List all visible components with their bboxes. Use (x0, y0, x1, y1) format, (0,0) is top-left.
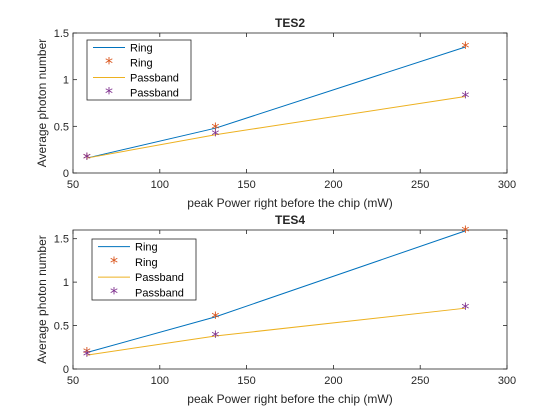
y-tick-label: 1 (63, 277, 69, 289)
series-marker-3: * (461, 299, 469, 318)
series-line-0 (86, 230, 466, 353)
legend-entry-label: Passband (130, 88, 179, 100)
chart-panel-tes2: 50 100 150 200 250 300 0 0.5 1 1.5 TES2 peak Power … (35, 16, 516, 210)
y-axis-label: Average photon number (35, 39, 49, 168)
series-marker-1: * (461, 222, 469, 241)
series-line-0 (86, 46, 466, 159)
y-tick-label: 0 (63, 168, 69, 180)
series-marker-1: * (211, 119, 219, 138)
y-tick-label: 1.5 (54, 234, 69, 246)
x-tick-label: 100 (151, 375, 169, 387)
x-tick-label: 150 (237, 375, 255, 387)
y-tick-label: 0.5 (54, 321, 69, 333)
legend-box (91, 238, 197, 301)
legend-swatch-marker: * (105, 54, 113, 73)
series-line-2 (86, 307, 466, 356)
x-tick-label: 250 (411, 375, 429, 387)
series-marker-3: * (461, 87, 469, 106)
x-tick-label: 200 (324, 375, 342, 387)
y-tick-label: 1 (63, 75, 69, 87)
legend-box (86, 39, 192, 101)
x-axis-label: peak Power right before the chip (mW) (187, 196, 392, 210)
legend-entry-label: Ring (130, 43, 153, 55)
x-tick-label: 250 (411, 179, 429, 191)
legend-entry-label: Ring (135, 242, 158, 254)
series-marker-3: * (83, 149, 91, 168)
y-tick-label: 0 (63, 364, 69, 376)
x-tick-label: 200 (324, 179, 342, 191)
x-tick-label: 50 (67, 179, 79, 191)
legend-entry-label: Ring (135, 257, 158, 269)
chart-title: TES4 (275, 213, 305, 227)
series-marker-1: * (83, 149, 91, 168)
series-marker-1: * (83, 343, 91, 362)
series-marker-3: * (211, 327, 219, 346)
series-marker-3: * (211, 126, 219, 145)
legend-entry-label: Passband (135, 287, 184, 299)
y-tick-label: 0.5 (54, 121, 69, 133)
legend-swatch-marker: * (110, 253, 118, 272)
x-tick-label: 300 (498, 375, 516, 387)
x-tick-label: 150 (237, 179, 255, 191)
chart-title: TES2 (275, 16, 305, 30)
series-marker-1: * (211, 308, 219, 327)
legend-swatch-marker: * (110, 283, 118, 302)
legend-entry-label: Passband (135, 272, 184, 284)
x-tick-label: 300 (498, 179, 516, 191)
y-axis-label: Average photon number (35, 235, 49, 364)
chart-panel-tes4: 50 100 150 200 250 300 0 0.5 1 1.5 TES4 peak Power … (35, 213, 516, 406)
x-tick-label: 50 (67, 375, 79, 387)
y-tick-label: 1.5 (54, 28, 69, 40)
legend-swatch-marker: * (105, 84, 113, 103)
legend-entry-label: Passband (130, 73, 179, 85)
legend-entry-label: Ring (130, 58, 153, 70)
x-axis-label: peak Power right before the chip (mW) (187, 392, 392, 406)
series-line-2 (86, 95, 466, 159)
x-tick-label: 100 (151, 179, 169, 191)
series-marker-3: * (83, 346, 91, 365)
series-marker-1: * (461, 38, 469, 57)
